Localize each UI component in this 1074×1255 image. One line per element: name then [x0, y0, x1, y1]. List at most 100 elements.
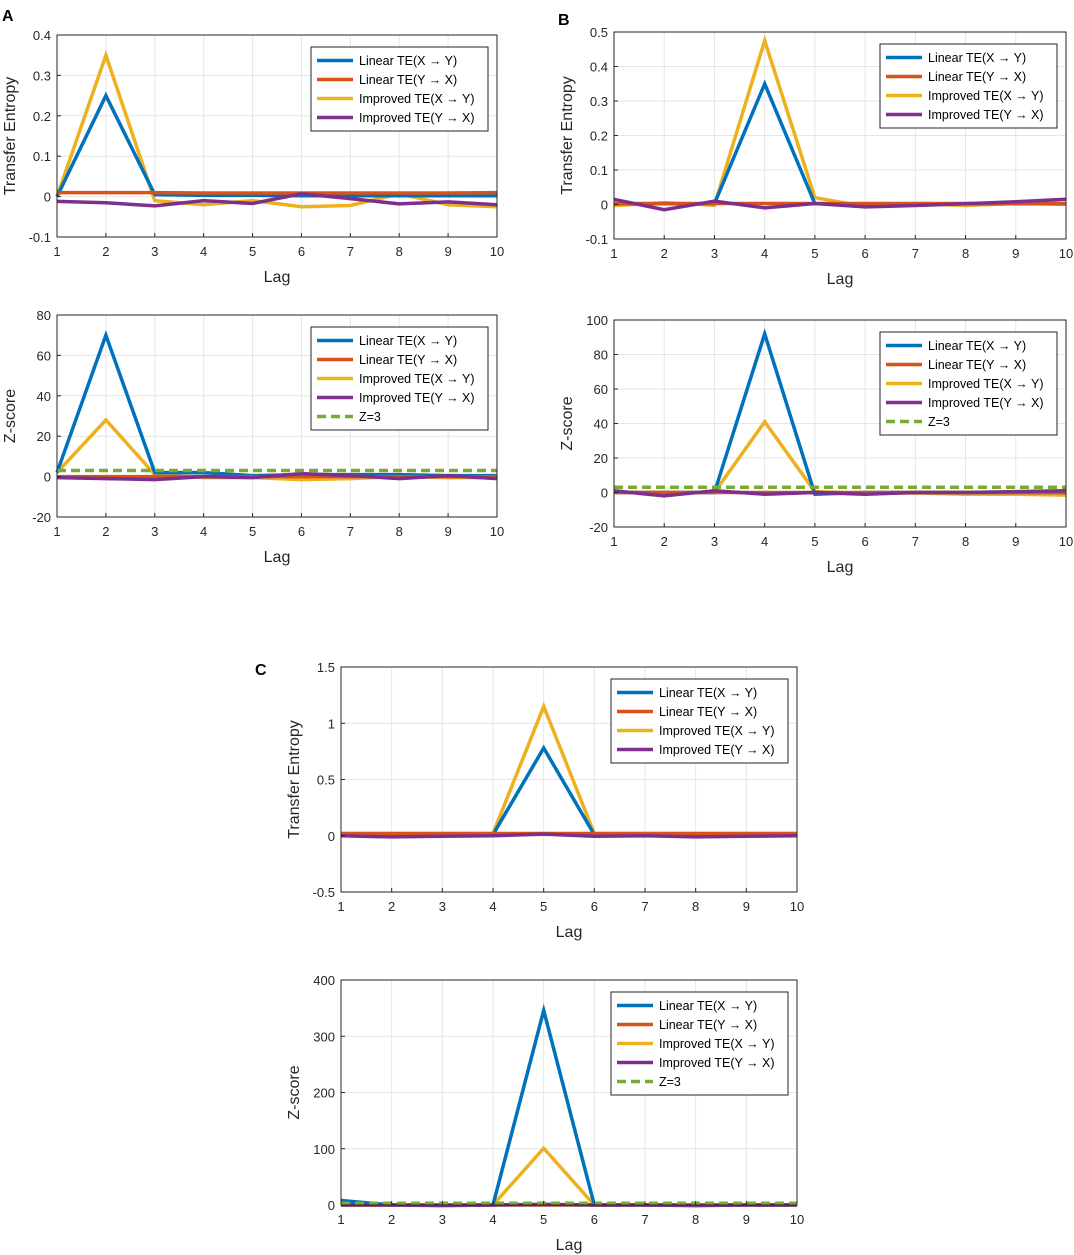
y-tick-label: 0 [44, 190, 51, 205]
x-tick-label: 4 [489, 899, 496, 914]
legend-label-improved_xy: Improved TE(X → Y) [928, 377, 1044, 391]
x-tick-label: 6 [591, 899, 598, 914]
x-axis-label: Lag [556, 924, 583, 941]
y-tick-label: 0.5 [317, 773, 335, 788]
y-axis-label: Z-score [286, 1065, 303, 1119]
y-tick-label: 0.5 [590, 25, 608, 40]
series-line-improved_yx [613, 197, 1067, 212]
y-axis-label: Transfer Entropy [2, 77, 19, 196]
x-tick-label: 8 [692, 1212, 699, 1227]
y-tick-label: 0.2 [33, 109, 51, 124]
legend-label-z3: Z=3 [928, 415, 950, 429]
series-line-linear_xy [55, 91, 497, 198]
y-tick-label: 20 [37, 429, 51, 444]
y-tick-label: 0.4 [33, 28, 51, 43]
chart-C-te: 1 2 3 4 5 6 7 8 9 10 -0.5 0 0.5 1 1.5 Lag Transfer Entro… [286, 660, 804, 941]
x-tick-label: 6 [861, 246, 868, 261]
legend-label-linear_yx: Linear TE(Y → X) [928, 70, 1026, 84]
x-tick-label: 7 [641, 899, 648, 914]
y-tick-label: 0 [44, 470, 51, 485]
chart-A-te: 1 2 3 4 5 6 7 8 9 10 -0.1 0 0.1 0.2 0.3 0.4 Lag Transfer … [2, 28, 504, 286]
legend: Linear TE(X → Y) Linear TE(Y → X) Improved… [610, 991, 789, 1096]
legend: Linear TE(X → Y) Linear TE(Y → X) Improved… [879, 43, 1058, 129]
x-tick-label: 7 [347, 244, 354, 259]
legend: Linear TE(X → Y) Linear TE(Y → X) Improved… [310, 46, 489, 132]
x-tick-label: 10 [490, 524, 504, 539]
legend-label-improved_xy: Improved TE(X → Y) [928, 89, 1044, 103]
x-tick-label: 1 [53, 244, 60, 259]
y-tick-label: 0.2 [590, 129, 608, 144]
x-tick-label: 8 [692, 899, 699, 914]
legend: Linear TE(X → Y) Linear TE(Y → X) Improved… [879, 331, 1058, 436]
x-tick-label: 7 [912, 246, 919, 261]
x-tick-label: 2 [102, 244, 109, 259]
x-axis-label: Lag [264, 549, 291, 566]
series-line-improved_yx [613, 489, 1067, 498]
y-tick-label: -20 [589, 520, 608, 535]
x-tick-label: 3 [711, 246, 718, 261]
y-tick-label: -20 [32, 510, 51, 525]
panel-label-a: A [2, 8, 14, 25]
series-line-improved_yx [340, 832, 798, 839]
series-line-improved_yx [56, 471, 498, 482]
x-tick-label: 10 [1059, 534, 1073, 549]
x-tick-label: 5 [540, 1212, 547, 1227]
legend-label-improved_yx: Improved TE(Y → X) [659, 1056, 775, 1070]
series-line-improved_xy [55, 49, 498, 209]
x-tick-label: 10 [790, 899, 804, 914]
chart-A-z: 1 2 3 4 5 6 7 8 9 10 -20 0 20 40 60 80 Lag Z-score Linear … [2, 308, 504, 566]
x-tick-label: 4 [489, 1212, 496, 1227]
panel-label-b: B [558, 12, 570, 29]
y-tick-label: 0.3 [590, 94, 608, 109]
x-tick-label: 2 [661, 246, 668, 261]
x-tick-label: 4 [200, 244, 207, 259]
legend-label-improved_xy: Improved TE(X → Y) [359, 92, 475, 106]
plot-frame [56, 314, 498, 518]
x-tick-label: 8 [962, 534, 969, 549]
legend: Linear TE(X → Y) Linear TE(Y → X) Improved… [310, 326, 489, 431]
chart-B-te: 1 2 3 4 5 6 7 8 9 10 -0.1 0 0.1 0.2 0.3 0.4 0.5 Lag Transf… [559, 25, 1073, 288]
y-tick-label: 200 [313, 1086, 335, 1101]
y-axis-label: Z-score [559, 396, 576, 450]
series-line-improved_yx [56, 192, 498, 208]
y-tick-label: 400 [313, 973, 335, 988]
y-tick-label: 0 [328, 829, 335, 844]
legend-label-improved_xy: Improved TE(X → Y) [659, 1037, 775, 1051]
x-tick-label: 10 [490, 244, 504, 259]
x-tick-label: 5 [811, 246, 818, 261]
x-tick-label: 3 [151, 244, 158, 259]
x-tick-label: 7 [347, 524, 354, 539]
x-tick-label: 8 [962, 246, 969, 261]
x-tick-label: 3 [711, 534, 718, 549]
legend-label-linear_yx: Linear TE(Y → X) [659, 705, 757, 719]
x-tick-label: 3 [151, 524, 158, 539]
x-tick-label: 1 [610, 246, 617, 261]
x-tick-label: 2 [388, 1212, 395, 1227]
x-tick-label: 3 [439, 899, 446, 914]
x-axis-label: Lag [827, 559, 854, 576]
y-tick-label: 0.1 [590, 163, 608, 178]
charts-layer: 1 2 3 4 5 6 7 8 9 10-0.100.10.20.30.4LagTransfer … [2, 25, 1073, 1254]
legend-label-linear_yx: Linear TE(Y → X) [659, 1018, 757, 1032]
legend-label-improved_yx: Improved TE(Y → X) [928, 396, 1044, 410]
y-tick-label: 40 [594, 417, 608, 432]
x-tick-label: 1 [53, 524, 60, 539]
y-axis-label: Transfer Entropy [286, 720, 303, 839]
x-tick-label: 9 [444, 524, 451, 539]
x-tick-label: 5 [249, 524, 256, 539]
x-tick-label: 8 [396, 524, 403, 539]
legend-label-linear_yx: Linear TE(Y → X) [359, 353, 457, 367]
legend-label-linear_xy: Linear TE(X → Y) [359, 334, 457, 348]
y-tick-label: -0.1 [29, 230, 51, 245]
x-tick-label: 1 [337, 1212, 344, 1227]
y-tick-label: 300 [313, 1029, 335, 1044]
x-axis-label: Lag [264, 269, 291, 286]
legend-label-improved_yx: Improved TE(Y → X) [659, 743, 775, 757]
x-tick-label: 4 [761, 246, 768, 261]
legend-label-improved_xy: Improved TE(X → Y) [659, 724, 775, 738]
x-tick-label: 9 [1012, 246, 1019, 261]
legend-label-improved_yx: Improved TE(Y → X) [359, 111, 475, 125]
y-tick-label: 0 [601, 198, 608, 213]
legend-label-linear_xy: Linear TE(X → Y) [928, 339, 1026, 353]
